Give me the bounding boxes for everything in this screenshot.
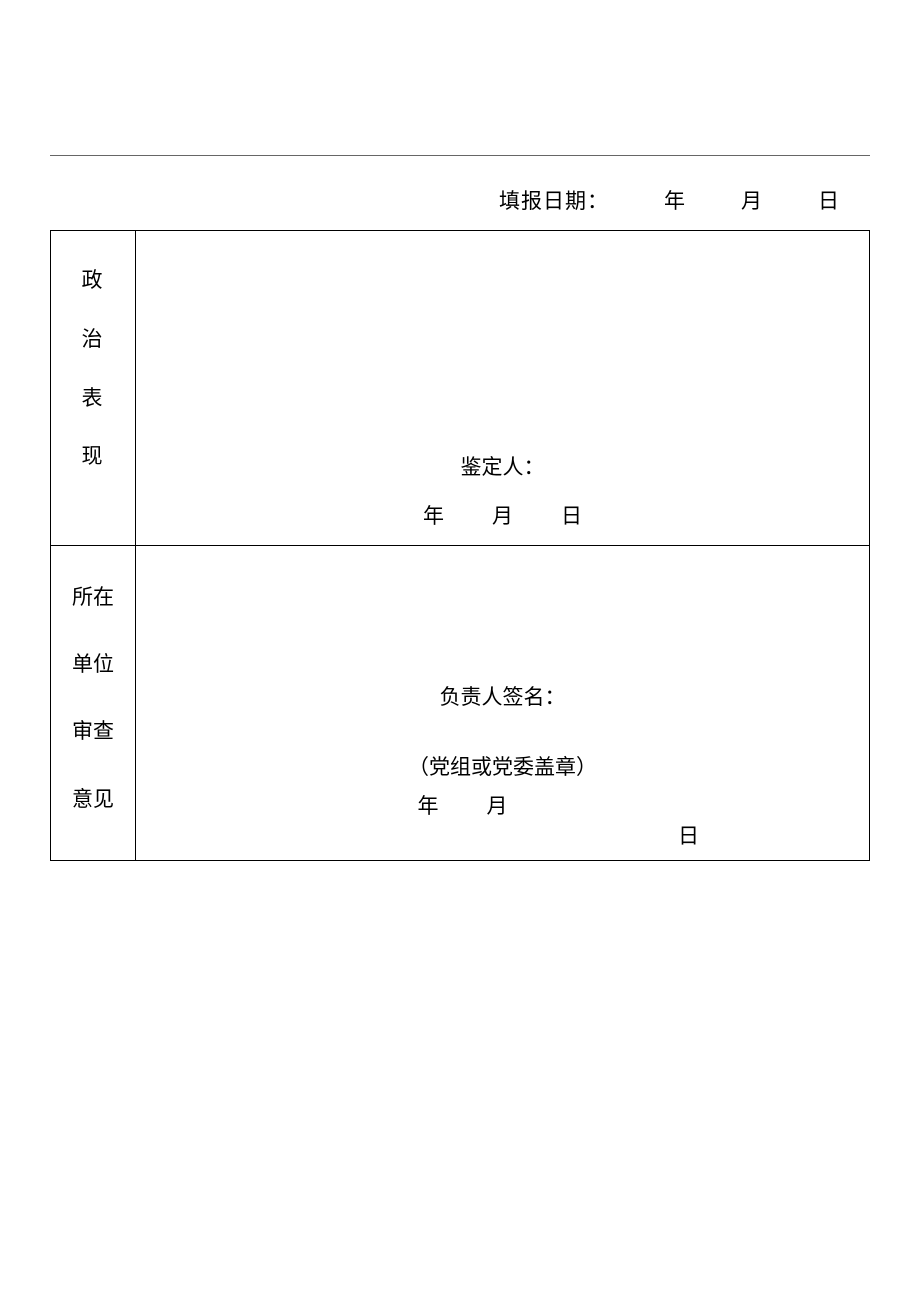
- day-unit: 日: [818, 189, 840, 213]
- unit-review-opinion-content: 负责人签名： （党组或党委盖章） 年月 日: [136, 546, 870, 861]
- table-row: 政 治 表 现 鉴定人： 年 月 日: [51, 231, 870, 546]
- label-char: 现: [61, 427, 125, 486]
- label-line: 所在: [61, 564, 125, 631]
- responsible-signature-label: 负责人签名：: [136, 681, 869, 711]
- year-unit: 年: [664, 189, 686, 213]
- label-char: 表: [61, 369, 125, 428]
- table-row: 所在 单位 审查 意见 负责人签名： （党组或党委盖章） 年月 日: [51, 546, 870, 861]
- reviewer-label: 鉴定人：: [136, 451, 869, 481]
- stamp-note: （党组或党委盖章）: [136, 751, 869, 781]
- reviewer-date: 年月日: [136, 500, 869, 530]
- day-unit: 日: [678, 820, 699, 850]
- month-unit: 月: [487, 794, 508, 818]
- review-date: 年月: [136, 790, 869, 820]
- label-char: 政: [61, 251, 125, 310]
- political-performance-content: 鉴定人： 年 月 日: [136, 231, 870, 546]
- year-unit: 年: [418, 794, 439, 818]
- unit-review-opinion-label: 所在 单位 审查 意见: [51, 546, 136, 861]
- year-unit: 年: [423, 504, 444, 528]
- date-label: 填报日期：: [499, 189, 609, 213]
- political-performance-label: 政 治 表 现: [51, 231, 136, 546]
- report-date-header: 填报日期： 年 月 日: [50, 185, 870, 215]
- form-table: 政 治 表 现 鉴定人： 年月日 所在 单位 审查 意见 负责人签名： （党组或…: [50, 230, 870, 861]
- label-line: 单位: [61, 631, 125, 698]
- label-char: 治: [61, 310, 125, 369]
- label-line: 审查: [61, 698, 125, 765]
- top-divider: [50, 155, 870, 156]
- month-unit: 月: [492, 504, 513, 528]
- day-unit: 日: [561, 504, 582, 528]
- label-line: 意见: [61, 766, 125, 833]
- month-unit: 月: [741, 189, 763, 213]
